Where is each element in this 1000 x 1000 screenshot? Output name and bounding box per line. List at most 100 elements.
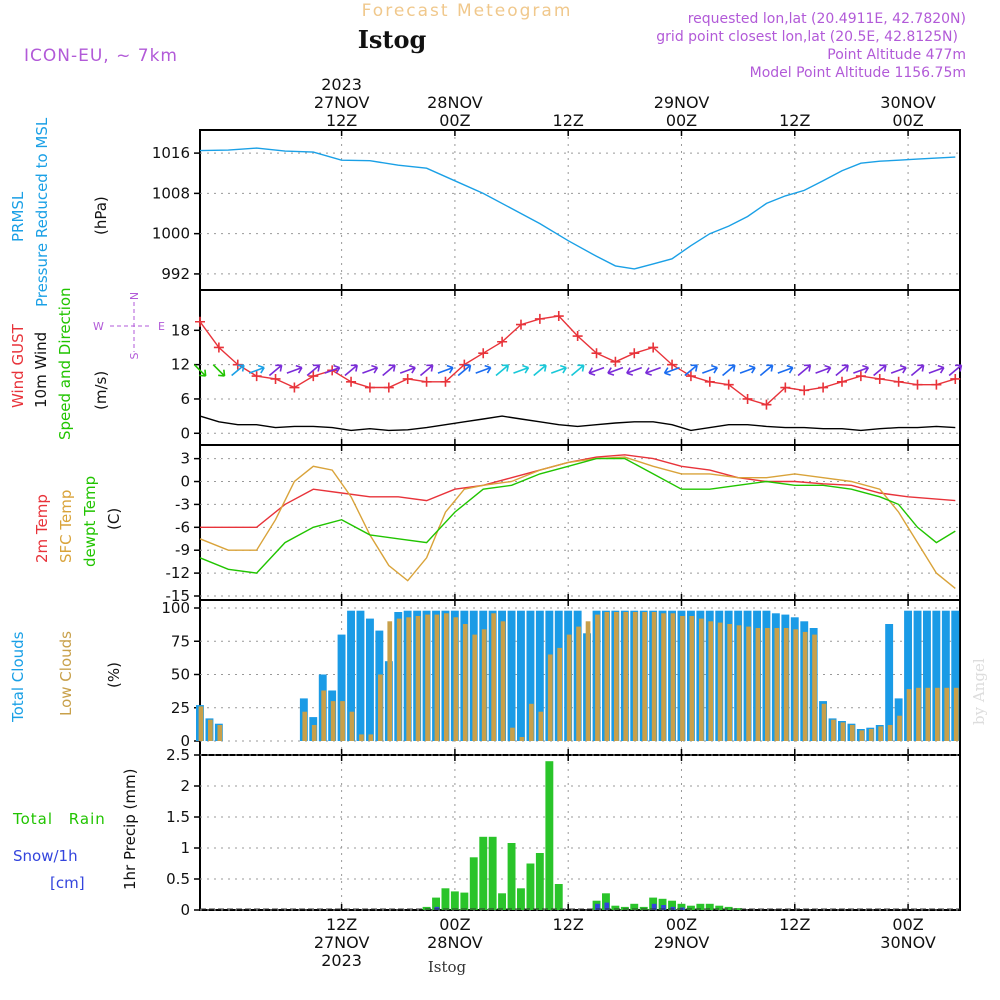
y-tick-label: 50 (171, 666, 190, 684)
bar-total-rain (668, 900, 676, 910)
bar-total-rain (422, 906, 431, 910)
wind-labels: Wind GUST 10m Wind Speed and Direction (… (9, 287, 110, 440)
gust-marker (364, 382, 375, 393)
gust-marker (667, 359, 678, 370)
gust-marker (610, 356, 621, 367)
gust-marker (799, 385, 810, 396)
bar-total-rain (441, 888, 450, 910)
precip-axis-label: 1hr Precip (mm) (121, 769, 139, 890)
celsius-unit-label: (C) (105, 508, 123, 530)
wind-arrow (495, 364, 510, 377)
bar-low-clouds (529, 703, 534, 741)
panel-pressure: 992 1000 1008 1016 (152, 129, 961, 291)
panel-temperature: -15 -12 -9 -6 -3 0 3 (166, 444, 961, 605)
wind-arrow-shape (644, 366, 661, 376)
bar-low-clouds (840, 722, 846, 741)
wind-arrow (570, 364, 585, 377)
bar-low-clouds (680, 616, 685, 741)
top-time-label: 12Z (326, 111, 357, 130)
bar-low-clouds (547, 654, 553, 741)
gust-marker (478, 348, 489, 359)
wind-arrow-shape (193, 364, 207, 377)
wind-arrow-shape (550, 364, 567, 374)
y-tick-label: 3 (180, 450, 190, 468)
y-tick-label: 2.5 (166, 746, 190, 764)
y-tick-label: -3 (175, 495, 190, 513)
gust-marker (704, 376, 715, 387)
bar-low-clouds (821, 703, 827, 741)
dewpt-temp-label: dewpt Temp (81, 476, 99, 567)
wind-arrow-shape (399, 364, 416, 374)
bar-total-clouds (507, 610, 516, 741)
series-prmsl (199, 147, 956, 270)
bar-total-rain (630, 903, 639, 910)
bar-snow-1h (651, 903, 657, 910)
wind-arrow-shape (344, 364, 358, 377)
wind-arrow-shape (588, 366, 605, 376)
temperature-frame (199, 444, 961, 601)
prmsl-label: PRMSL (9, 191, 27, 242)
wind-arrow-shape (231, 364, 245, 377)
bar-low-clouds (935, 687, 940, 741)
y-tick-label: 992 (161, 265, 190, 283)
top-time-label: 2023 (321, 75, 362, 94)
station-title: Istog (358, 25, 427, 54)
bar-low-clouds (566, 634, 572, 741)
series-10m-wind (199, 415, 956, 432)
bar-total-rain (620, 906, 629, 910)
y-tick-label: 0 (180, 732, 190, 750)
wind-arrow (399, 364, 416, 374)
wind-arrow (739, 364, 756, 374)
bar-total-rain (460, 892, 469, 910)
bottom-time-label: 12Z (779, 915, 810, 934)
gust-marker (402, 373, 413, 384)
total-rain-label: Total Rain (12, 810, 106, 828)
wind-arrow-shape (702, 364, 719, 374)
bar-low-clouds (774, 628, 780, 741)
bar-total-clouds (951, 610, 960, 741)
wind-arrow (910, 364, 925, 377)
gust-marker (874, 373, 885, 384)
y-tick-label: 1008 (152, 184, 190, 202)
gust-marker (761, 399, 772, 410)
bottom-time-label: 00Z (666, 915, 697, 934)
wind-arrow-shape (533, 364, 547, 377)
bar-low-clouds (699, 618, 704, 741)
gust-marker (818, 382, 829, 393)
bottom-time-label: 00Z (439, 915, 470, 934)
bar-low-clouds (793, 629, 799, 741)
bar-snow-1h (604, 902, 610, 910)
wind-arrow-shape (306, 364, 321, 377)
bar-low-clouds (538, 711, 544, 741)
bar-low-clouds (708, 621, 714, 741)
panel-precip: 0 0.5 1 1.5 2 2.5 (166, 746, 961, 919)
bar-low-clouds (736, 625, 742, 741)
bar-low-clouds (802, 631, 808, 741)
panel-wind: 0 6 12 18 (171, 289, 963, 446)
bar-total-rain (602, 893, 610, 910)
grid-point-coords: grid point closest lon,lat (20.5E, 42.81… (656, 29, 958, 45)
pressure-frame (199, 129, 961, 291)
wind-arrow-shape (739, 364, 756, 374)
bar-low-clouds (378, 674, 383, 741)
top-time-label: 27NOV (314, 93, 370, 112)
y-tick-label: 1.5 (166, 808, 190, 826)
bar-total-rain (687, 905, 695, 910)
wind-arrow-shape (815, 364, 832, 374)
bar-low-clouds (311, 725, 317, 741)
bar-total-rain (611, 905, 620, 910)
wind-arrow (607, 366, 624, 376)
bottom-time-label: 00Z (892, 915, 923, 934)
bar-total-rain (724, 906, 733, 910)
percent-unit-label: (%) (105, 662, 123, 688)
gust-marker (270, 373, 281, 384)
bar-low-clouds (510, 727, 515, 741)
gust-marker (723, 379, 734, 390)
point-altitude: Point Altitude 477m (827, 47, 966, 63)
y-tick-label: 25 (171, 699, 190, 717)
gust-marker (572, 331, 583, 342)
banner-title: Forecast Meteogram (362, 1, 573, 21)
precip-labels: Total Rain Snow/1h [cm] 1hr Precip (mm) (12, 769, 139, 892)
